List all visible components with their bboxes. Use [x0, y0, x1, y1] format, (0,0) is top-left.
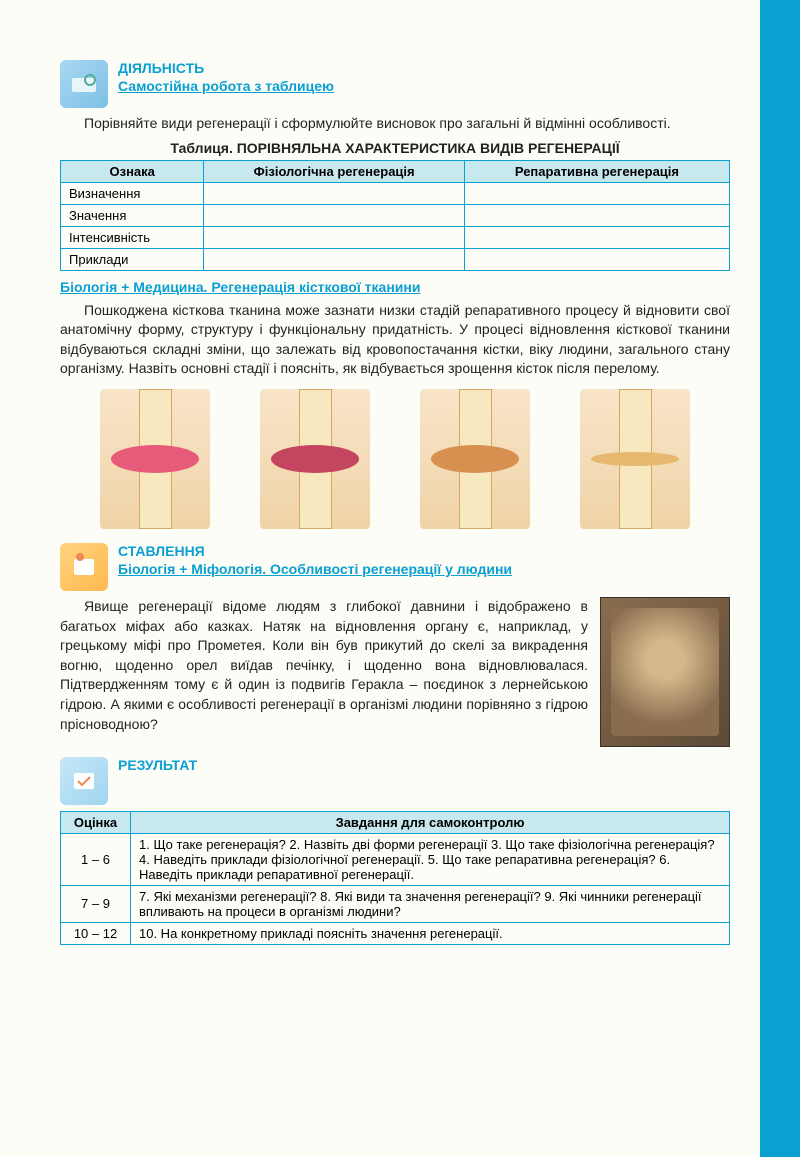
activity-text: Порівняйте види регенерації і сформулюйт…	[60, 114, 730, 134]
grade-cell: 1 – 6	[61, 833, 131, 885]
activity-table-caption: Таблиця. ПОРІВНЯЛЬНА ХАРАКТЕРИСТИКА ВИДІ…	[60, 140, 730, 156]
bone-stage-1	[100, 389, 210, 529]
table-cell	[204, 248, 464, 270]
result-icon	[60, 757, 108, 805]
task-cell: 7. Які механізми регенерації? 8. Які вид…	[131, 885, 730, 922]
mythology-content: Явище регенерації відоме людям з глибоко…	[60, 597, 730, 747]
table-cell: Інтенсивність	[61, 226, 204, 248]
grade-cell: 7 – 9	[61, 885, 131, 922]
activity-icon	[60, 60, 108, 108]
prometheus-image	[600, 597, 730, 747]
attitude-icon	[60, 543, 108, 591]
table-cell: Значення	[61, 204, 204, 226]
activity-title: ДІЯЛЬНІСТЬ	[118, 60, 334, 76]
result-title: РЕЗУЛЬТАТ	[118, 757, 197, 773]
table-cell: Приклади	[61, 248, 204, 270]
table-cell	[464, 226, 729, 248]
table-cell	[204, 182, 464, 204]
task-cell: 1. Що таке регенерація? 2. Назвіть дві ф…	[131, 833, 730, 885]
attitude-subtitle: Біологія + Міфологія. Особливості регене…	[118, 561, 512, 577]
side-accent-bar	[760, 0, 800, 1157]
attitude-header: СТАВЛЕННЯ Біологія + Міфологія. Особливо…	[60, 543, 730, 591]
attitude-text: Явище регенерації відоме людям з глибоко…	[60, 597, 588, 734]
table-cell	[204, 204, 464, 226]
table-cell	[464, 248, 729, 270]
comparison-table: Ознака Фізіологічна регенерація Репарати…	[60, 160, 730, 271]
activity-subtitle: Самостійна робота з таблицею	[118, 78, 334, 94]
table-header: Завдання для самоконтролю	[131, 811, 730, 833]
table-cell: Визначення	[61, 182, 204, 204]
table-header: Фізіологічна регенерація	[204, 160, 464, 182]
table-header: Репаративна регенерація	[464, 160, 729, 182]
attitude-title: СТАВЛЕННЯ	[118, 543, 512, 559]
medicine-title: Біологія + Медицина. Регенерація кістков…	[60, 279, 730, 295]
bone-stages-images	[60, 389, 730, 529]
medicine-text: Пошкоджена кісткова тканина може зазнати…	[60, 301, 730, 379]
result-table: Оцінка Завдання для самоконтролю 1 – 6 1…	[60, 811, 730, 945]
task-cell: 10. На конкретному прикладі поясніть зна…	[131, 922, 730, 944]
result-header: РЕЗУЛЬТАТ	[60, 757, 730, 805]
bone-stage-2	[260, 389, 370, 529]
table-header: Оцінка	[61, 811, 131, 833]
table-cell	[464, 182, 729, 204]
bone-stage-4	[580, 389, 690, 529]
table-cell	[464, 204, 729, 226]
table-header: Ознака	[61, 160, 204, 182]
activity-header: ДІЯЛЬНІСТЬ Самостійна робота з таблицею	[60, 60, 730, 108]
grade-cell: 10 – 12	[61, 922, 131, 944]
bone-stage-3	[420, 389, 530, 529]
table-cell	[204, 226, 464, 248]
